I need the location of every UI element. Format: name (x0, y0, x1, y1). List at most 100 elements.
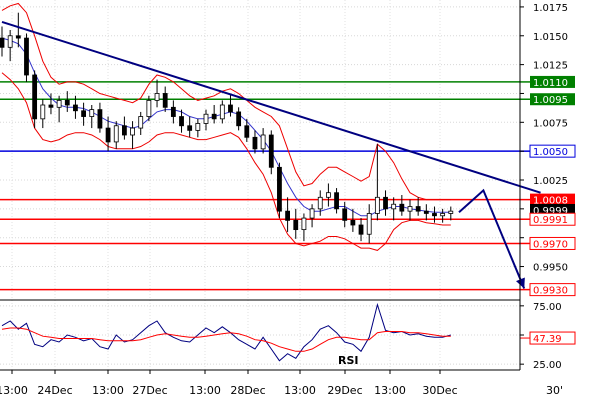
candle-body (423, 210, 429, 214)
current-price-label: 0.9999 (533, 206, 568, 217)
level-label: 1.0008 (533, 196, 568, 207)
candle-body (187, 125, 193, 131)
candle-body (122, 125, 127, 136)
candle-body (358, 224, 364, 235)
rsi-tick-label: 25.00 (533, 360, 562, 371)
level-label: 0.9991 (533, 215, 568, 226)
price-panel-grid (0, 0, 520, 370)
price-tick-label: 1.0025 (533, 176, 568, 187)
candle-body (440, 213, 446, 217)
candle-body (113, 125, 119, 143)
candle-body (301, 217, 307, 231)
candle-body (415, 206, 421, 212)
candle-body (81, 110, 86, 117)
time-tick-label: 13:00 (374, 384, 406, 397)
candle-body (0, 37, 5, 48)
candle-body (260, 134, 266, 150)
projection-path (458, 188, 526, 289)
candle-body (130, 127, 135, 136)
candle-body (154, 93, 160, 101)
level-label: 0.9930 (533, 286, 568, 297)
bollinger-bands (1, 2, 451, 251)
rsi-title: RSI (338, 354, 359, 367)
level-label-box (530, 93, 575, 106)
candle-body (334, 192, 339, 210)
bollinger-lower (1, 72, 451, 251)
candle-body (350, 219, 356, 226)
candle-body (325, 192, 331, 198)
candle-body (89, 109, 95, 117)
candle-body (40, 104, 46, 120)
candle-body (228, 104, 233, 113)
rsi-current-box (529, 331, 576, 345)
candle-body (317, 196, 323, 210)
candle-body (48, 104, 54, 108)
candle-body (309, 208, 315, 219)
candle-body (146, 99, 152, 117)
time-tick-label: 28Dec (230, 384, 265, 397)
level-label: 1.0050 (533, 147, 568, 158)
candle-body (24, 37, 29, 76)
candle-body (211, 113, 217, 120)
candle-body (73, 104, 78, 112)
candle-body (162, 93, 168, 108)
time-axis: 13:00 24Dec 13:00 27Dec 13:00 28Dec 13:00 29Dec… (0, 369, 520, 397)
candle-body (105, 127, 111, 143)
candle-body (277, 166, 282, 212)
rsi-series-line (1, 327, 451, 352)
time-tick-label: 13:00 (189, 384, 221, 397)
candle-body (64, 99, 70, 106)
time-tick-label: 27Dec (132, 384, 167, 397)
time-tick-label: 13:00 (284, 384, 316, 397)
candle-body (15, 35, 21, 39)
rsi-tick-label: 75.00 (533, 302, 562, 313)
candle-body (391, 203, 397, 210)
candle-body (179, 116, 184, 127)
candle-body (244, 125, 250, 138)
candle-body (285, 210, 291, 221)
candle-body (219, 104, 225, 120)
candle-body (383, 196, 388, 210)
candle-body (432, 213, 437, 217)
candle-body (32, 74, 38, 120)
price-axis: 1.0175 1.0150 1.0125 1.0075 1.0025 0.9950 (519, 0, 568, 370)
timeframe-label: 30' (546, 384, 563, 397)
level-label: 1.0110 (533, 78, 568, 89)
candle-body (138, 116, 144, 129)
candle-body (293, 219, 299, 231)
candle-body (342, 208, 348, 221)
level-label: 1.0095 (533, 95, 568, 106)
time-tick-label: 13:00 (0, 384, 28, 397)
rsi-panel: 75.00 25.00 47.39 RSI (0, 299, 576, 371)
candle-body (366, 213, 372, 235)
level-label-box (530, 193, 575, 206)
candle-body (448, 210, 454, 214)
level-label-box (530, 75, 575, 88)
descending-trendline (1, 20, 541, 194)
candle-body (374, 196, 380, 214)
candle-body (268, 134, 274, 168)
price-tick-label: 1.0125 (533, 61, 568, 72)
bollinger-upper (1, 2, 451, 201)
time-tick-label: 29Dec (327, 384, 362, 397)
rsi-current-label: 47.39 (533, 334, 562, 345)
price-tick-label: 0.9950 (533, 263, 568, 274)
candle-body (195, 123, 201, 131)
candle-body (97, 109, 103, 129)
price-tick-label: 1.0150 (533, 32, 568, 43)
candle-body (407, 206, 413, 212)
candle-body (252, 136, 258, 150)
time-tick-label: 30Dec (422, 384, 457, 397)
price-tick-label: 1.0175 (533, 3, 568, 14)
candle-body (56, 99, 62, 108)
time-tick-label: 13:00 (92, 384, 124, 397)
candle-body (236, 111, 242, 127)
rsi-series-line (1, 302, 451, 362)
candle-body (399, 203, 405, 212)
time-tick-label: 24Dec (37, 384, 72, 397)
candle-body (203, 113, 209, 124)
price-candles (0, 12, 454, 244)
candle-body (7, 35, 13, 48)
